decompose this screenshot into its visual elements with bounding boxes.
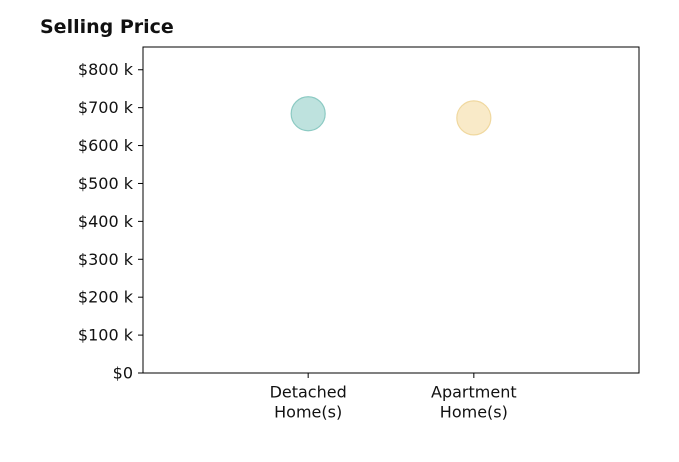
data-point bbox=[290, 96, 326, 132]
y-tick-label: $200 k bbox=[78, 288, 134, 307]
x-tick-label: Detached bbox=[270, 383, 347, 402]
y-tick-label: $600 k bbox=[78, 136, 134, 155]
y-tick-label: $700 k bbox=[78, 98, 134, 117]
y-tick-label: $800 k bbox=[78, 60, 134, 79]
y-tick-label: $0 bbox=[113, 364, 133, 383]
y-tick-label: $100 k bbox=[78, 326, 134, 345]
data-points bbox=[290, 96, 492, 136]
x-tick-label: Home(s) bbox=[440, 403, 508, 422]
x-tick-label: Apartment bbox=[431, 383, 517, 402]
y-tick-label: $300 k bbox=[78, 250, 134, 269]
data-point bbox=[456, 100, 492, 136]
plot-frame bbox=[142, 46, 640, 374]
chart-title: Selling Price bbox=[40, 16, 174, 38]
y-axis: $0 $100 k $200 k $300 k $400 k $500 k $600 k $7… bbox=[78, 60, 143, 383]
y-tick-label: $400 k bbox=[78, 212, 134, 231]
x-tick-label: Home(s) bbox=[274, 403, 342, 422]
y-tick-label: $500 k bbox=[78, 174, 134, 193]
